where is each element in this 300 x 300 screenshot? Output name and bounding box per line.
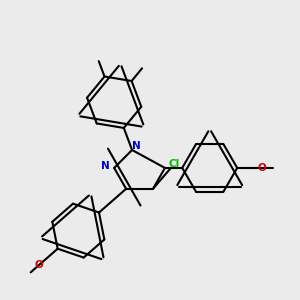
Text: N: N bbox=[101, 161, 110, 171]
Text: Cl: Cl bbox=[168, 159, 179, 169]
Text: N: N bbox=[132, 140, 141, 151]
Text: O: O bbox=[34, 260, 43, 270]
Text: O: O bbox=[258, 163, 266, 173]
